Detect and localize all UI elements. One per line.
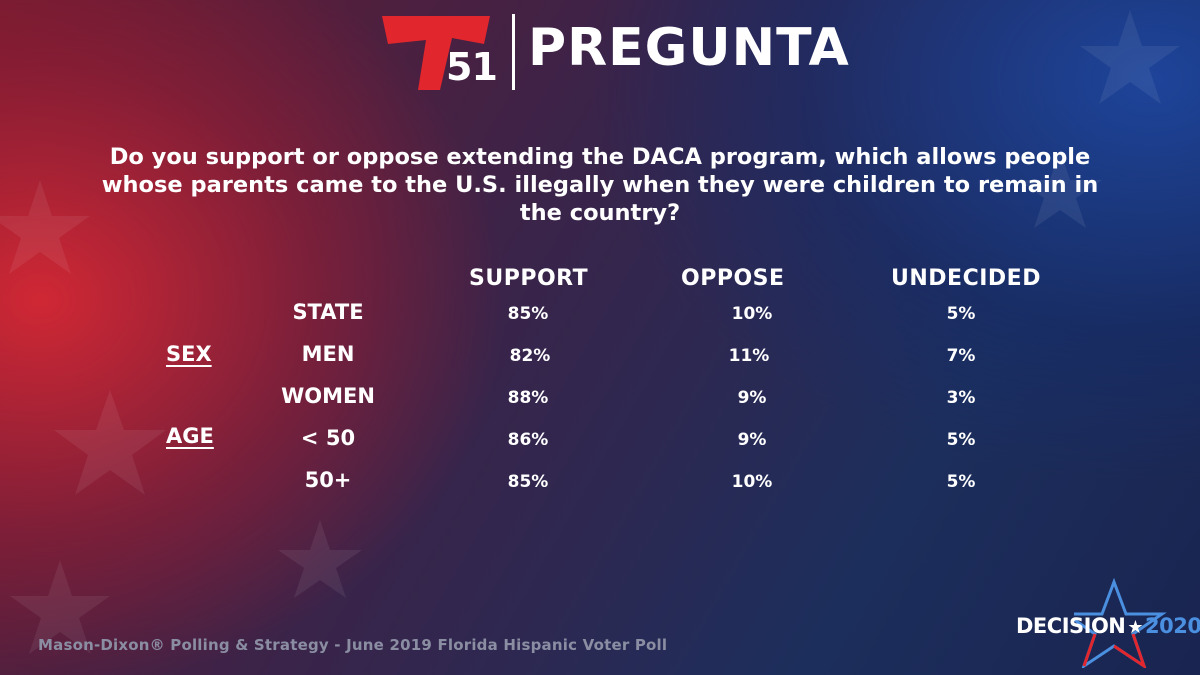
cell-under-50-oppose: 9% bbox=[737, 430, 767, 450]
cell-women-undecided: 3% bbox=[946, 388, 976, 408]
poll-question: Do you support or oppose extending the D… bbox=[101, 144, 1099, 226]
cell-50-plus-support: 85% bbox=[507, 472, 549, 492]
row-label-state: STATE bbox=[292, 300, 364, 324]
telemundo-logo bbox=[382, 16, 490, 90]
cell-50-plus-undecided: 5% bbox=[946, 472, 976, 492]
star-shape bbox=[54, 390, 166, 495]
decision-star-icon bbox=[1074, 578, 1167, 668]
cell-men-undecided: 7% bbox=[946, 346, 976, 366]
page-title: PREGUNTA bbox=[528, 18, 850, 78]
star-shape bbox=[10, 560, 110, 654]
source-citation: Mason-Dixon® Polling & Strategy - June 2… bbox=[38, 636, 668, 654]
star-shape bbox=[278, 520, 362, 598]
cell-under-50-support: 86% bbox=[507, 430, 549, 450]
decision-word: DECISION bbox=[1016, 614, 1126, 638]
channel-number: 51 bbox=[446, 45, 498, 89]
cell-men-support: 82% bbox=[509, 346, 551, 366]
cell-women-support: 88% bbox=[507, 388, 549, 408]
cell-under-50-undecided: 5% bbox=[946, 430, 976, 450]
cell-women-oppose: 9% bbox=[737, 388, 767, 408]
cell-50-plus-oppose: 10% bbox=[731, 472, 773, 492]
star-shape bbox=[1080, 10, 1180, 104]
column-header-undecided: UNDECIDED bbox=[891, 266, 1041, 291]
logo-t-shape bbox=[382, 16, 490, 90]
star-shape bbox=[0, 180, 90, 274]
row-label-under-50: < 50 bbox=[300, 426, 356, 450]
row-label-women: WOMEN bbox=[281, 384, 375, 408]
row-label-men: MEN bbox=[301, 342, 355, 366]
cell-men-oppose: 11% bbox=[728, 346, 770, 366]
column-header-support: SUPPORT bbox=[469, 266, 589, 291]
decision-year: 2020 bbox=[1145, 614, 1200, 638]
decision-2020-logo: DECISION ★2020 bbox=[1016, 616, 1200, 637]
cell-state-undecided: 5% bbox=[946, 304, 976, 324]
cell-state-oppose: 10% bbox=[731, 304, 773, 324]
star-shape bbox=[1018, 150, 1102, 228]
group-label-sex: SEX bbox=[166, 342, 212, 366]
row-label-50-plus: 50+ bbox=[304, 468, 352, 492]
cell-state-support: 85% bbox=[507, 304, 549, 324]
column-header-oppose: OPPOSE bbox=[681, 266, 785, 291]
decision-separator-star-icon: ★ bbox=[1127, 617, 1144, 638]
group-label-age: AGE bbox=[166, 424, 214, 448]
header-divider bbox=[512, 14, 515, 90]
